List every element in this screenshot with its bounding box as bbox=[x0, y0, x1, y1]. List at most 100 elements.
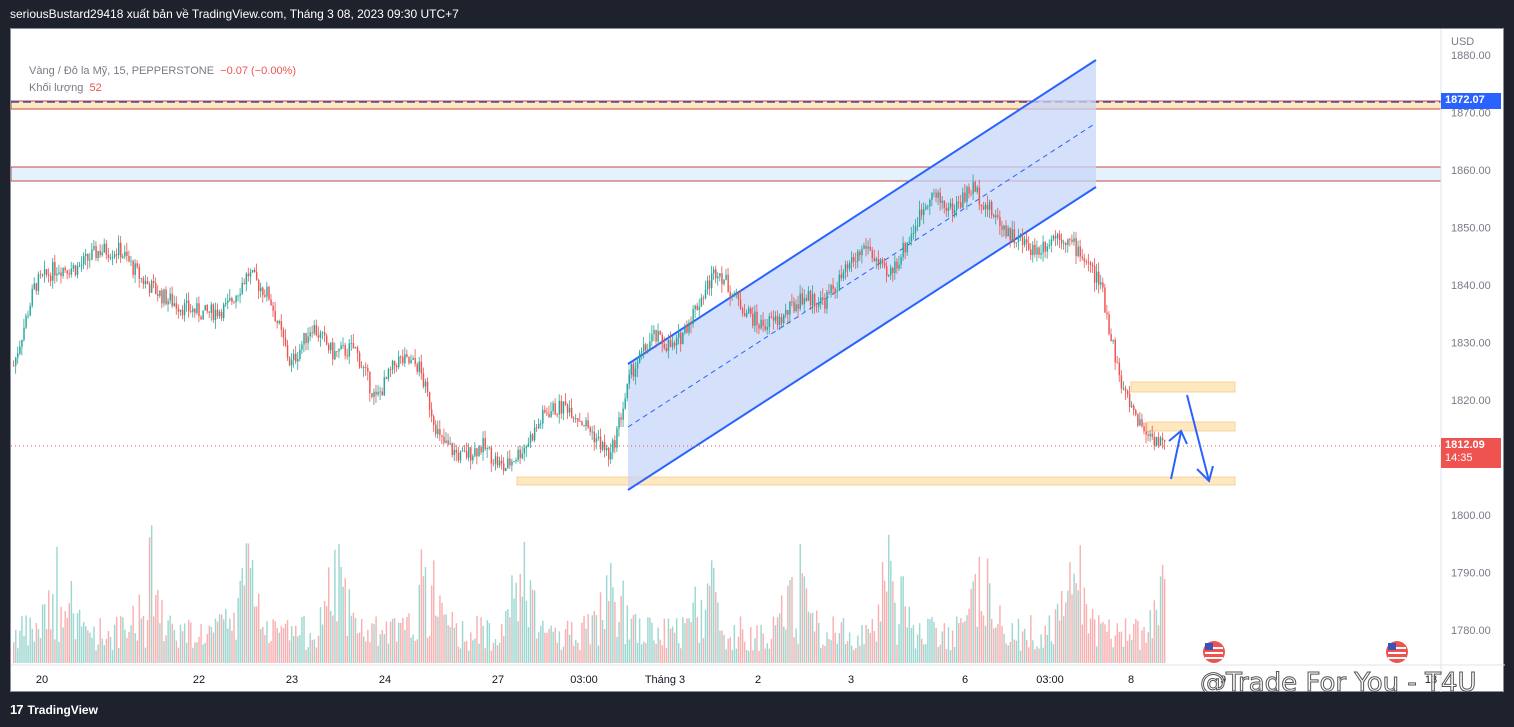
volume-bar bbox=[754, 638, 756, 663]
volume-bar bbox=[583, 616, 585, 663]
volume-bar bbox=[1093, 619, 1096, 663]
candle-body bbox=[39, 274, 42, 276]
us-event-flag-icon[interactable] bbox=[1386, 641, 1408, 663]
candle-body bbox=[17, 353, 19, 358]
candle-body bbox=[461, 450, 464, 452]
candle-body bbox=[188, 300, 190, 312]
volume-bar bbox=[468, 650, 470, 663]
volume-bar bbox=[435, 615, 437, 663]
price-chart[interactable]: USD 1880.001870.001860.001850.001840.001… bbox=[11, 29, 1505, 693]
price-tick-label: 1860.00 bbox=[1451, 165, 1491, 177]
volume-bar bbox=[124, 629, 126, 663]
upper-zone[interactable] bbox=[11, 166, 1442, 182]
candle-body bbox=[1073, 238, 1075, 242]
volume-bar bbox=[325, 606, 328, 663]
target-zone-2[interactable] bbox=[1146, 421, 1236, 432]
candle-body bbox=[1042, 242, 1044, 253]
volume-bar bbox=[630, 618, 633, 663]
volume-bar bbox=[1009, 641, 1011, 663]
volume-bar bbox=[233, 612, 235, 663]
candle-body bbox=[803, 298, 806, 305]
volume-bar bbox=[231, 630, 233, 663]
channel-mid-line[interactable] bbox=[627, 122, 1097, 428]
volume-bar bbox=[832, 616, 834, 663]
volume-bar bbox=[721, 630, 723, 663]
volume-bar bbox=[797, 643, 799, 663]
candle-body bbox=[56, 273, 58, 276]
volume-bar bbox=[881, 562, 884, 663]
volume-bar bbox=[430, 585, 433, 663]
volume-bar bbox=[1114, 635, 1116, 663]
candle-body bbox=[1019, 236, 1022, 238]
volume-bar bbox=[949, 650, 952, 663]
channel-upper-line[interactable] bbox=[627, 59, 1097, 365]
candle-body bbox=[929, 200, 931, 207]
candle-body bbox=[964, 192, 966, 202]
us-event-flag-icon[interactable] bbox=[1203, 641, 1225, 663]
volume-bar bbox=[758, 650, 760, 663]
volume-bar bbox=[879, 621, 882, 663]
volume-bar bbox=[993, 628, 995, 663]
tradingview-logo[interactable]: 17 TradingView bbox=[10, 702, 98, 717]
candle-body bbox=[367, 368, 369, 372]
candle-body bbox=[179, 309, 182, 312]
candle-body bbox=[737, 292, 740, 300]
volume-bar bbox=[840, 622, 843, 663]
candle-body bbox=[638, 352, 641, 363]
volume-bar bbox=[589, 644, 591, 663]
volume-bar bbox=[348, 589, 351, 663]
volume-bar bbox=[334, 549, 336, 663]
projection-arrow-down[interactable] bbox=[1186, 394, 1214, 483]
time-axis[interactable]: 20 22 23 24 27 03:00 Tháng 3 2 3 6 03:00 8 9 13 bbox=[36, 674, 1437, 686]
price-axis[interactable]: 1880.00 1870.00 1860.00 1850.00 1840.00 1830.… bbox=[1451, 50, 1491, 637]
candle-body bbox=[649, 341, 651, 350]
volume-bar bbox=[900, 576, 902, 663]
volume-bar bbox=[655, 643, 657, 663]
candle-body bbox=[85, 254, 87, 257]
volume-bar bbox=[523, 541, 526, 663]
candle-body bbox=[713, 269, 715, 274]
volume-bar bbox=[908, 606, 911, 663]
volume-bar bbox=[101, 638, 103, 663]
volume-bar bbox=[293, 635, 295, 663]
candle-body bbox=[951, 203, 954, 214]
volume-bar bbox=[1141, 630, 1143, 663]
volume-bar bbox=[805, 588, 808, 663]
candle-body bbox=[1060, 240, 1063, 244]
candle-body bbox=[809, 290, 812, 306]
volume-bar bbox=[1038, 648, 1040, 663]
chart-pane[interactable]: USD 1880.00 1870.00 1860.00 1850.00 1840.00 1… bbox=[10, 28, 1505, 693]
volume-bar bbox=[1153, 600, 1156, 663]
volume-bar bbox=[190, 622, 192, 663]
candle-body bbox=[144, 280, 147, 285]
volume-bar bbox=[653, 640, 655, 663]
volume-bar bbox=[795, 628, 797, 663]
candle-body bbox=[1025, 239, 1028, 244]
candle-body bbox=[962, 192, 964, 208]
volume-bar bbox=[192, 647, 194, 663]
volume-bar bbox=[632, 615, 635, 663]
symbol-line[interactable]: Vàng / Đô la Mỹ, 15, PEPPERSTONE −0.07 (… bbox=[29, 63, 296, 80]
candle-body bbox=[766, 326, 769, 330]
candle-body bbox=[1141, 419, 1143, 427]
projection-arrow-up[interactable] bbox=[1168, 429, 1188, 480]
volume-bar bbox=[636, 642, 639, 663]
volume-bar bbox=[183, 623, 186, 663]
candle-body bbox=[280, 321, 283, 330]
volume-line[interactable]: Khối lượng 52 bbox=[29, 80, 296, 97]
candle-body bbox=[278, 321, 281, 324]
candle-body bbox=[533, 427, 536, 441]
support-zone[interactable] bbox=[516, 476, 1236, 486]
volume-bar bbox=[155, 594, 157, 663]
candle-body bbox=[243, 283, 246, 285]
candle-body bbox=[398, 356, 400, 368]
volume-bar bbox=[420, 549, 423, 663]
volume-bar bbox=[31, 628, 33, 663]
volume-bar bbox=[383, 634, 386, 663]
volume-bar bbox=[933, 621, 935, 663]
volume-bar bbox=[925, 644, 927, 663]
volume-bar bbox=[688, 618, 690, 663]
target-zone-1[interactable] bbox=[1130, 381, 1236, 393]
candle-body bbox=[1126, 391, 1129, 395]
volume-bar bbox=[453, 627, 456, 663]
